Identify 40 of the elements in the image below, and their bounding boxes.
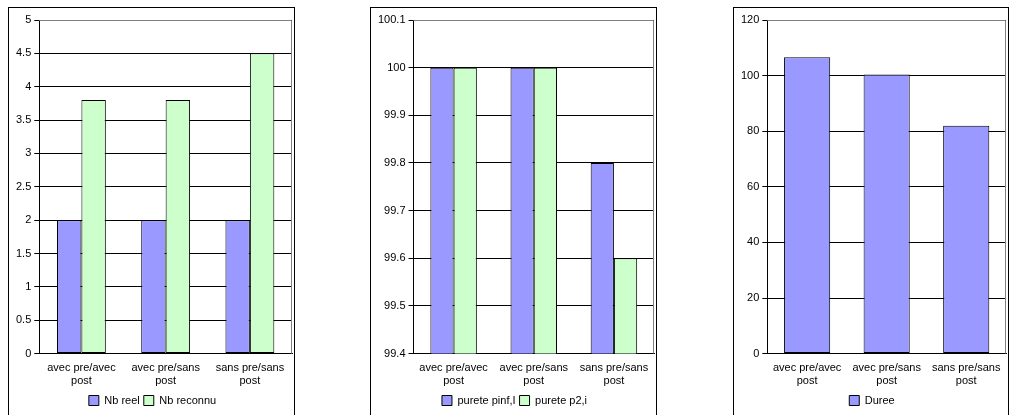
y-tick-label: 4: [25, 79, 32, 92]
legend-label: Nb reel: [104, 393, 140, 406]
x-tick-label: avec pre/sans post: [852, 361, 922, 387]
y-tick-label: 1.5: [15, 246, 32, 259]
y-tick-label: 1: [25, 279, 32, 292]
x-tick-label: avec pre/sans post: [499, 361, 569, 387]
x-tick-label: avec pre/sans post: [131, 361, 201, 387]
y-tick-label: 99.6: [384, 251, 406, 264]
x-tick-label: avec pre/avec post: [47, 361, 117, 387]
y-tick-label: 99.7: [384, 203, 406, 216]
y-tick-label: 0.5: [15, 313, 32, 326]
y-tick-label: 2: [25, 213, 32, 226]
y-tick-label: 80: [747, 124, 760, 137]
x-tick-label: sans pre/sans post: [215, 361, 285, 387]
y-tick-label: 60: [747, 179, 760, 192]
legend-label: purete p2,i: [535, 393, 588, 406]
y-tick-label: 99.4: [384, 346, 406, 359]
y-tick-label: 5: [25, 13, 32, 26]
y-tick-label: 3.5: [15, 113, 32, 126]
y-tick-label: 0: [25, 346, 32, 359]
y-tick-label: 99.9: [384, 108, 406, 121]
y-tick-label: 99.8: [384, 156, 406, 168]
y-tick-label: 0: [753, 346, 760, 359]
x-tick-label: sans pre/sans post: [931, 361, 1001, 387]
y-tick-label: 4.5: [15, 46, 32, 59]
x-tick-label: sans pre/sans post: [579, 361, 649, 387]
y-tick-label: 99.5: [384, 298, 406, 311]
y-tick-label: 120: [740, 13, 760, 26]
legend-label: Duree: [864, 393, 895, 406]
y-tick-label: 40: [747, 235, 760, 248]
legend-label: Nb reconnu: [159, 393, 217, 406]
y-tick-label: 100.1: [378, 13, 406, 26]
y-tick-label: 3: [25, 146, 32, 159]
legend-label: purete pinf,I: [457, 393, 516, 406]
x-tick-label: avec pre/avec post: [419, 361, 489, 387]
x-tick-label: avec pre/avec post: [772, 361, 842, 387]
y-tick-label: 2.5: [15, 179, 32, 192]
y-tick-label: 20: [747, 291, 760, 304]
y-tick-label: 100: [387, 60, 406, 73]
y-tick-label: 100: [740, 68, 760, 81]
